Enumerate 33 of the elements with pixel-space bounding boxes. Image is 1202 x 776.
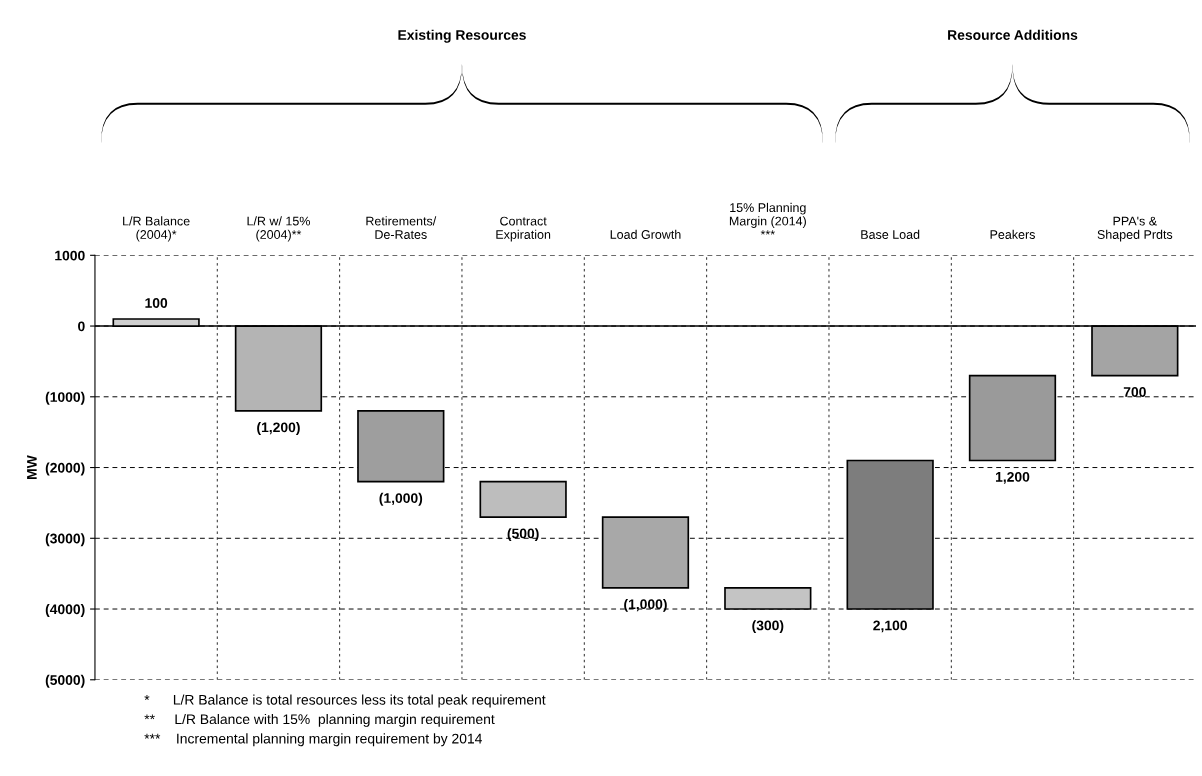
text: Resource Additions — [948, 29, 1078, 40]
y-axis-title: MW — [27, 455, 37, 479]
y-tick-label: 1000 — [55, 250, 85, 261]
y-tick-label: (4000) — [45, 604, 85, 617]
data-label: (500) — [507, 528, 539, 542]
y-tick-label: (5000) — [45, 674, 85, 688]
x-tick-label: Peakers — [990, 229, 1035, 239]
data-label: (1,200) — [257, 422, 300, 435]
text: *** Incremental planning margin requirement by 2014 — [144, 733, 482, 747]
y-tick-label: (3000) — [45, 533, 85, 547]
x-tick-label: Retirements/ De-Rates — [366, 216, 437, 239]
data-label: (300) — [752, 620, 784, 634]
y-tick-label: 0 — [78, 321, 85, 332]
y-tick-label: (2000) — [45, 462, 85, 476]
text: * L/R Balance is total resources less its total peak requirement — [144, 694, 546, 708]
data-label: 1,200 — [995, 471, 1030, 484]
data-label: 700 — [1123, 387, 1146, 397]
y-tick-label: (1000) — [45, 391, 85, 405]
text: ** L/R Balance with 15% planning margin requirement — [144, 713, 495, 727]
x-tick-label: L/R Balance (2004)* — [123, 216, 190, 242]
data-label: (1,000) — [379, 492, 423, 506]
x-tick-label: 15% Planning Margin (2014) *** — [729, 202, 806, 235]
data-label: 2,100 — [873, 620, 907, 633]
x-tick-label: Base Load — [861, 229, 920, 239]
x-tick-label: PPA's & Shaped Prdts — [1097, 216, 1173, 242]
x-tick-label: L/R w/ 15% (2004)** — [247, 216, 310, 242]
bar — [479, 480, 567, 518]
bar — [724, 586, 812, 610]
data-label: 100 — [145, 298, 168, 308]
x-tick-label: Contract Expiration — [496, 216, 551, 242]
data-label: (1,000) — [624, 598, 667, 612]
text: Existing Resources — [398, 29, 526, 43]
x-tick-label: Load Growth — [610, 229, 681, 239]
